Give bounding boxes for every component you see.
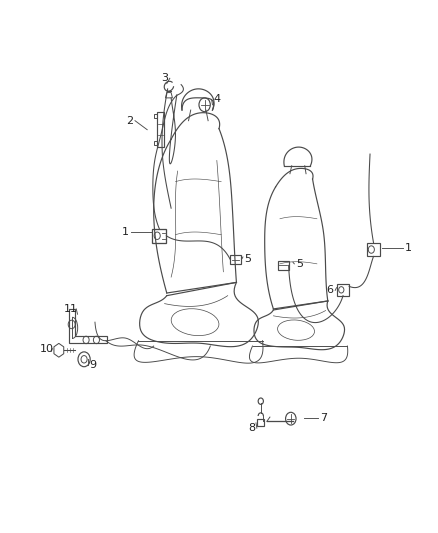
Text: 1: 1 [122,227,129,237]
Text: 1: 1 [405,243,412,253]
Text: 5: 5 [244,254,251,263]
Bar [257,419,264,426]
Bar [157,112,163,147]
Text: 4: 4 [213,94,220,104]
Bar [154,141,157,146]
Bar [337,284,349,296]
Text: 11: 11 [64,304,78,314]
Bar [152,229,166,243]
Text: 5: 5 [296,259,303,269]
Bar [230,255,241,264]
Bar [367,243,381,256]
Text: 9: 9 [89,360,96,369]
Text: 10: 10 [40,344,54,354]
Bar [278,261,289,270]
Text: 6: 6 [326,285,333,295]
Text: 8: 8 [248,423,255,433]
Text: 2: 2 [126,116,133,126]
Text: 7: 7 [320,413,327,423]
Bar [154,114,157,118]
Text: 3: 3 [161,73,168,83]
